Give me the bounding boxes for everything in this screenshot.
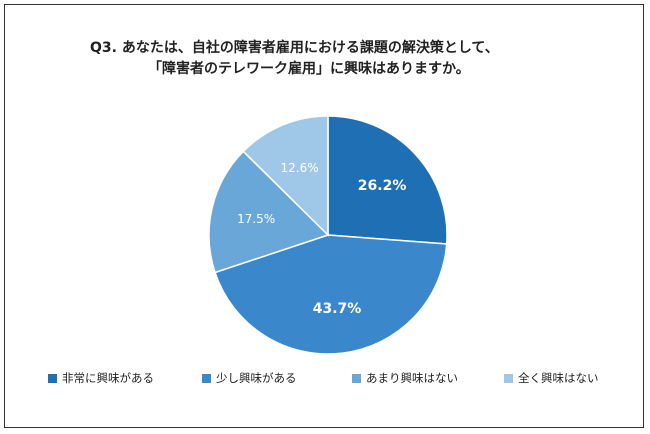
legend-item-1: 非常に興味がある — [48, 370, 154, 386]
legend-label-2: 少し興味がある — [216, 371, 297, 385]
legend-item-3: あまり興味はない — [352, 370, 458, 386]
title-line-2: 「障害者のテレワーク雇用」に興味はありますか。 — [148, 61, 470, 77]
pie-data-label-4: 12.6% — [280, 161, 318, 175]
chart-legend: 非常に興味がある 少し興味がある あまり興味はない 全く興味はない — [0, 370, 650, 388]
legend-swatch-1 — [48, 373, 57, 383]
legend-item-4: 全く興味はない — [504, 370, 599, 386]
pie-slice-1 — [327, 115, 448, 245]
legend-swatch-2 — [202, 373, 211, 383]
pie-slice-2 — [214, 234, 448, 355]
legend-swatch-3 — [352, 373, 361, 383]
legend-label-1: 非常に興味がある — [62, 371, 154, 385]
pie-data-label-3: 17.5% — [237, 212, 275, 226]
pie-slice-4 — [242, 115, 329, 237]
pie-slice-3 — [208, 150, 330, 274]
title-line-1: Q3. あなたは、自社の障害者雇用における課題の解決策として、 — [90, 40, 499, 56]
legend-label-4: 全く興味はない — [518, 371, 599, 385]
legend-swatch-4 — [504, 373, 513, 383]
legend-item-2: 少し興味がある — [202, 370, 297, 386]
chart-title: Q3. あなたは、自社の障害者雇用における課題の解決策として、 「障害者のテレワ… — [90, 38, 590, 80]
legend-label-3: あまり興味はない — [366, 371, 458, 385]
pie-data-label-1: 26.2% — [358, 178, 407, 194]
pie-data-label-2: 43.7% — [313, 301, 362, 317]
